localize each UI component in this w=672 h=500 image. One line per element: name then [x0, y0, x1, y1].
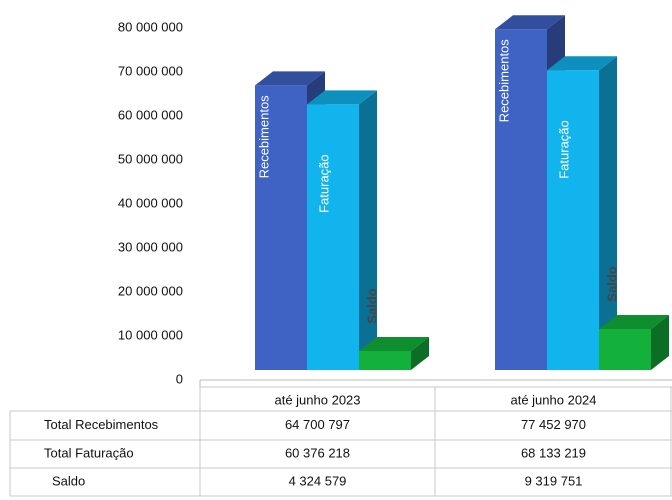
bar: [255, 85, 307, 370]
table-value: 60 376 218: [285, 445, 350, 460]
bar-label: Saldo: [364, 288, 379, 323]
row-header: Total Faturação: [44, 445, 134, 460]
table-value: 64 700 797: [285, 417, 350, 432]
bar-top: [599, 314, 669, 329]
bar: [307, 104, 359, 371]
column-header: até junho 2024: [510, 392, 596, 407]
y-tick-label: 0: [176, 371, 183, 386]
bar-label: Saldo: [604, 266, 619, 301]
table-value: 9 319 751: [525, 473, 583, 488]
bar-side: [651, 314, 669, 370]
bar-label: Faturação: [556, 120, 571, 179]
y-tick-label: 80 000 000: [118, 19, 183, 34]
y-tick-label: 20 000 000: [118, 283, 183, 298]
column-header: até junho 2023: [274, 392, 360, 407]
row-header: Total Recebimentos: [44, 417, 159, 432]
y-tick-label: 70 000 000: [118, 63, 183, 78]
bar-top: [307, 90, 377, 105]
row-header: Saldo: [52, 473, 85, 488]
bar: [547, 70, 599, 370]
bar-label: Recebimentos: [496, 39, 511, 123]
table-value: 4 324 579: [289, 473, 347, 488]
y-tick-label: 50 000 000: [118, 151, 183, 166]
bar: [599, 328, 651, 370]
bar-label: Faturação: [316, 154, 331, 213]
bar-label: Recebimentos: [256, 95, 271, 179]
bar-side: [411, 336, 429, 370]
y-tick-label: 40 000 000: [118, 195, 183, 210]
bar-top: [255, 71, 325, 86]
bar-side: [359, 90, 377, 371]
bar: [359, 350, 411, 370]
bar-top: [359, 336, 429, 351]
bar-top: [547, 56, 617, 71]
y-tick-label: 60 000 000: [118, 107, 183, 122]
table-value: 68 133 219: [521, 445, 586, 460]
bar: [495, 29, 547, 370]
y-tick-label: 10 000 000: [118, 327, 183, 342]
bar-top: [495, 15, 565, 30]
table-value: 77 452 970: [521, 417, 586, 432]
bar-side: [599, 56, 617, 370]
y-tick-label: 30 000 000: [118, 239, 183, 254]
